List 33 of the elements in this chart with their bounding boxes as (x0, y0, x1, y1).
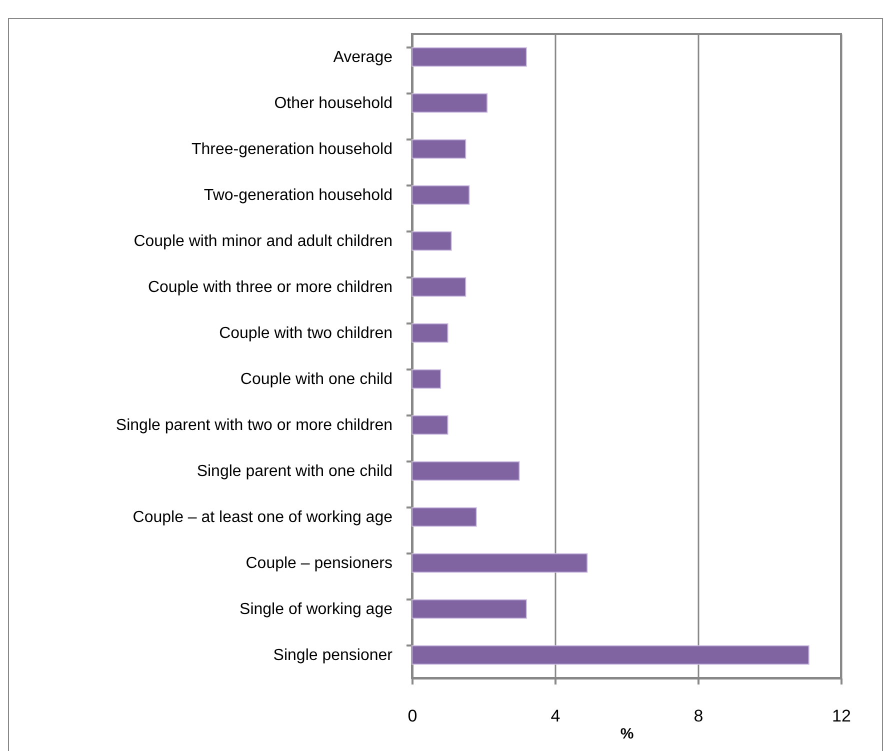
y-tick-label: Other household (274, 95, 392, 112)
y-tick-label: Two-generation household (204, 187, 392, 204)
bar (412, 461, 520, 481)
y-tick-label: Three-generation household (191, 141, 392, 158)
bar (412, 139, 466, 159)
bar (412, 415, 448, 435)
bar (412, 599, 527, 619)
y-tick-label: Couple with two children (219, 325, 392, 342)
y-tick-label: Single parent with two or more children (116, 417, 392, 434)
x-tick-label: 4 (550, 706, 560, 726)
bar (412, 93, 488, 113)
bar (412, 277, 466, 297)
y-tick-label: Couple with minor and adult children (134, 233, 392, 250)
bar (412, 645, 810, 665)
y-tick-label: Average (333, 49, 393, 66)
y-tick-label: Couple with three or more children (148, 279, 392, 296)
bar (412, 47, 527, 67)
y-tick-label: Single of working age (240, 601, 393, 618)
x-tick-label: 8 (694, 706, 704, 726)
x-tick-label: 12 (832, 706, 851, 726)
bar (412, 323, 448, 343)
y-tick-label: Couple – at least one of working age (132, 509, 393, 526)
y-tick-label: Couple – pensioners (246, 555, 392, 572)
y-tick-label: Single pensioner (273, 647, 394, 664)
bar (412, 553, 588, 573)
bar (412, 231, 452, 251)
y-tick-label: Couple with one child (240, 371, 392, 388)
bar (412, 507, 477, 527)
bar (412, 369, 442, 389)
x-tick-label: 0 (408, 706, 418, 726)
y-tick-label: Single parent with one child (196, 463, 392, 480)
bar (412, 185, 470, 205)
x-axis-title: % (620, 726, 634, 742)
